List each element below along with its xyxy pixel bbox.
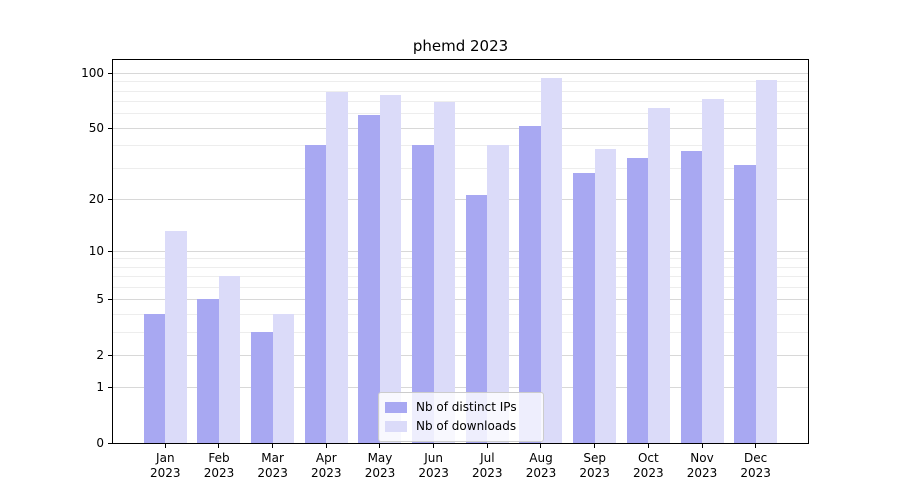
legend-item-downloads: Nb of downloads	[385, 419, 529, 434]
y-tick-mark	[108, 299, 112, 301]
x-tick-label-jun: Jun 2023	[418, 451, 449, 480]
y-tick-label: 0	[96, 436, 104, 450]
x-tick-mark	[755, 444, 757, 448]
bar-downloads-feb	[218, 276, 241, 443]
legend-item-distinct-ips: Nb of distinct IPs	[385, 400, 529, 415]
bar-distinct-ips-aug	[519, 126, 541, 443]
x-tick-mark	[272, 444, 274, 448]
y-tick-mark	[108, 443, 112, 444]
bar-downloads-jul	[487, 145, 509, 443]
x-tick-mark	[433, 444, 435, 448]
gridline-minor	[113, 81, 808, 83]
x-tick-mark	[594, 444, 596, 448]
plot-area	[112, 59, 809, 444]
y-tick-label: 20	[88, 191, 104, 206]
bar-distinct-ips-mar	[251, 331, 273, 443]
legend: Nb of distinct IPs Nb of downloads	[378, 392, 544, 442]
x-tick-label-oct: Oct 2023	[633, 451, 664, 480]
bar-downloads-dec	[755, 79, 778, 443]
y-tick-label: 100	[81, 66, 104, 80]
y-tick-mark	[108, 198, 112, 200]
x-tick-mark	[701, 444, 703, 448]
gridline-major	[113, 387, 808, 389]
bar-distinct-ips-nov	[680, 151, 702, 443]
gridline-minor	[113, 167, 808, 169]
gridline-major	[113, 73, 808, 74]
bar-downloads-aug	[540, 77, 563, 443]
x-tick-label-jan: Jan 2023	[150, 451, 181, 480]
y-tick-mark	[108, 387, 112, 389]
y-tick-mark	[108, 250, 112, 252]
legend-swatch-distinct-ips	[385, 402, 407, 413]
legend-label-downloads: Nb of downloads	[416, 419, 517, 433]
bar-distinct-ips-feb	[197, 299, 219, 443]
bar-distinct-ips-may	[358, 114, 380, 443]
legend-swatch-downloads	[385, 421, 407, 432]
bar-distinct-ips-jun	[412, 145, 434, 443]
bar-downloads-sep	[594, 149, 617, 443]
x-tick-label-aug: Aug 2023	[525, 451, 557, 480]
gridline-minor	[113, 286, 808, 288]
bar-downloads-apr	[326, 91, 348, 443]
chart-title: phemd 2023	[412, 37, 509, 55]
bar-downloads-jun	[433, 102, 456, 443]
bar-distinct-ips-jul	[465, 195, 488, 443]
x-tick-label-may: May 2023	[364, 451, 396, 480]
bar-distinct-ips-jan	[143, 313, 166, 443]
gridline-major	[113, 127, 808, 129]
gridline-minor	[113, 145, 808, 147]
bar-distinct-ips-apr	[304, 145, 327, 443]
x-tick-label-nov: Nov 2023	[686, 451, 718, 480]
y-tick-label: 10	[88, 243, 104, 258]
bar-downloads-oct	[648, 108, 670, 443]
y-tick-label: 5	[96, 292, 104, 307]
y-tick-mark	[108, 127, 112, 129]
gridline-minor	[113, 258, 808, 260]
x-tick-label-sep: Sep 2023	[579, 451, 610, 480]
bar-downloads-jan	[165, 231, 187, 443]
y-tick-label: 2	[96, 347, 104, 362]
x-tick-mark	[540, 444, 542, 448]
gridline-minor	[113, 101, 808, 103]
x-tick-label-apr: Apr 2023	[311, 451, 342, 480]
gridline-minor	[113, 266, 808, 268]
x-tick-label-dec: Dec 2023	[740, 451, 771, 480]
gridline-major	[113, 250, 808, 252]
x-tick-mark	[647, 444, 649, 448]
x-tick-mark	[325, 444, 327, 448]
x-tick-mark	[379, 444, 381, 448]
x-tick-label-jul: Jul 2023	[472, 451, 503, 480]
gridline-minor	[113, 276, 808, 278]
gridline-major	[113, 299, 808, 301]
y-tick-mark	[108, 354, 112, 356]
y-tick-mark	[108, 73, 112, 74]
x-tick-mark	[164, 444, 166, 448]
gridline-minor	[113, 90, 808, 92]
gridline-minor	[113, 331, 808, 333]
gridline-major	[113, 354, 808, 356]
x-tick-label-feb: Feb 2023	[203, 451, 235, 480]
bar-distinct-ips-dec	[734, 165, 756, 443]
y-tick-label: 50	[88, 120, 104, 135]
bar-distinct-ips-sep	[573, 173, 595, 443]
x-tick-mark	[486, 444, 488, 448]
gridline-minor	[113, 313, 808, 315]
x-tick-mark	[218, 444, 220, 448]
gridline-major	[113, 198, 808, 200]
bar-downloads-nov	[702, 99, 724, 443]
legend-label-distinct-ips: Nb of distinct IPs	[416, 400, 517, 414]
y-tick-label: 1	[96, 380, 104, 395]
gridline-minor	[113, 113, 808, 115]
bar-distinct-ips-oct	[626, 157, 649, 443]
bar-downloads-may	[379, 94, 402, 443]
x-tick-label-mar: Mar 2023	[257, 451, 288, 480]
bar-downloads-mar	[272, 313, 295, 443]
